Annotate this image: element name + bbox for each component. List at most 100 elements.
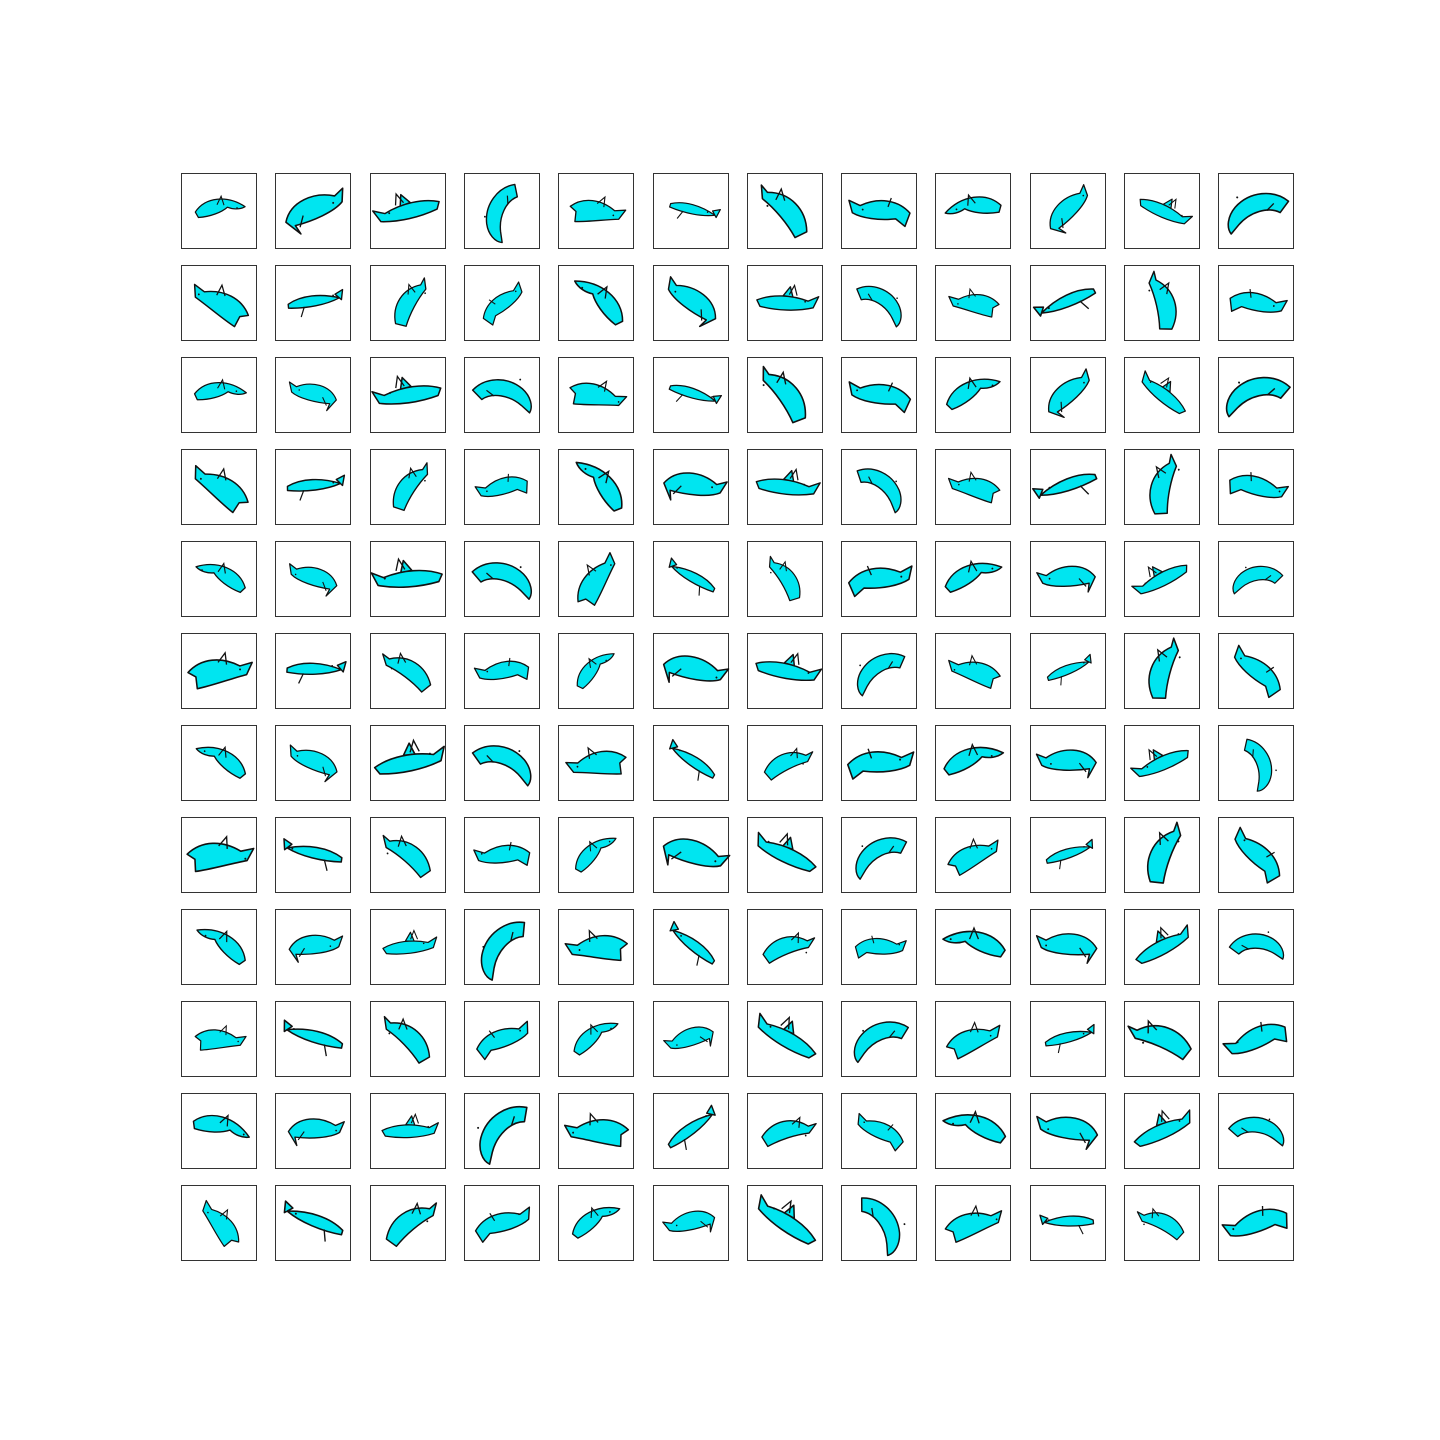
dolphin-fin-stroke [781,1199,792,1214]
dolphin-eye [1082,1032,1085,1035]
dolphin-eye [572,1131,575,1134]
dolphin-doodle [854,935,907,959]
doodle-cell [464,173,540,249]
dolphin-fin-stroke [1249,289,1252,298]
dolphin-eye [1082,194,1085,197]
dolphin-eye [201,569,203,571]
dolphin-fin-stroke [488,1030,496,1039]
doodle-cell [464,633,540,709]
doodle-cell [181,357,257,433]
doodle-cell [181,1001,257,1077]
doodle-cell [558,1185,634,1261]
dolphin-doodle [1233,644,1281,699]
dolphin-eye [949,938,952,941]
dolphin-body [847,565,913,598]
dolphin-body [192,1114,250,1139]
dolphin-eye [427,1125,430,1128]
doodle-cell [370,1093,446,1169]
dolphin-doodle [289,744,338,783]
dolphin-doodle [1035,749,1097,779]
dolphin-doodle [1222,1021,1288,1055]
dolphin-body [195,746,247,779]
dolphin-fin-stroke [887,661,894,670]
dolphin-body [577,552,616,606]
dolphin-fin-stroke [597,285,608,299]
dolphin-body [1036,565,1096,593]
dolphin-eye [676,567,678,569]
dolphin-eye [990,754,993,757]
dolphin-body [480,921,526,981]
dolphin-eye [859,664,862,667]
dolphin-doodle [482,281,523,326]
doodle-cell [841,357,917,433]
dolphin-doodle [286,474,346,501]
dolphin-fin-stroke [887,197,892,208]
dolphin-eye [807,672,810,674]
dolphin-fin-stroke [394,192,405,206]
doodle-cell [935,817,1011,893]
dolphin-body [947,839,999,876]
dolphin-eye [1142,1041,1145,1044]
dolphin-fin-stroke [590,1206,599,1219]
dolphin-doodle [848,197,911,228]
doodle-cell [841,541,917,617]
doodle-cell [653,633,730,709]
doodle-cell [464,541,540,617]
doodle-cell [370,1185,446,1261]
dolphin-fin-stroke [410,1112,419,1124]
dolphin-eye [1240,657,1242,660]
dolphin-fin-stroke [1060,401,1063,413]
dolphin-fin-stroke [588,657,597,668]
dolphin-fin-stroke [1061,218,1064,229]
dolphin-fin-stroke [217,651,228,665]
dolphin-doodle [942,1109,1007,1144]
dolphin-body [1227,192,1290,235]
dolphin-fin-stroke [587,746,597,759]
dolphin-eye [899,758,902,761]
dolphin-fin-stroke [217,378,226,390]
dolphin-fin-stroke [1241,944,1250,950]
dolphin-doodle [194,464,249,514]
dolphin-fin-stroke [969,1109,980,1124]
dolphin-fin-stroke [216,467,227,481]
dolphin-body [662,655,730,684]
dolphin-eye [608,840,611,843]
dolphin-body [574,837,617,873]
dolphin-eye [1047,1219,1050,1221]
dolphin-eye [955,208,958,211]
doodle-cell [653,817,731,893]
dolphin-doodle [1035,933,1098,965]
doodle-cell [1124,173,1200,249]
dolphin-doodle [662,655,730,684]
dolphin-body [285,187,344,235]
dolphin-fin-stroke [1151,1207,1160,1219]
dolphin-fin-stroke [1079,1132,1086,1144]
doodle-cell [841,173,917,249]
doodle-cell [935,1001,1011,1077]
dolphin-body [371,376,442,405]
dolphin-fin-stroke [1161,1109,1170,1122]
dolphin-body [856,468,902,514]
dolphin-eye [1083,661,1085,664]
dolphin-doodle [1229,472,1289,499]
dolphin-doodle [576,653,615,690]
dolphin-doodle [945,376,1001,411]
doodle-cell [653,1001,729,1077]
doodle-cell [558,449,634,525]
dolphin-body [288,381,337,412]
dolphin-doodle [668,557,716,596]
doodle-cell [275,265,351,341]
dolphin-body [571,1207,621,1239]
dolphin-fin-stroke [408,466,417,479]
dolphin-doodle [574,837,617,873]
doodle-cell [275,725,351,801]
dolphin-body [942,1114,1007,1144]
dolphin-fin-stroke [322,397,327,406]
dolphin-body [762,936,816,964]
dolphin-doodle [755,467,821,496]
dolphin-eye [953,668,956,671]
dolphin-fin-stroke [1250,472,1252,482]
dolphin-doodle [757,1194,817,1245]
dolphin-doodle [944,1204,1003,1243]
dolphin-body [667,1104,716,1149]
